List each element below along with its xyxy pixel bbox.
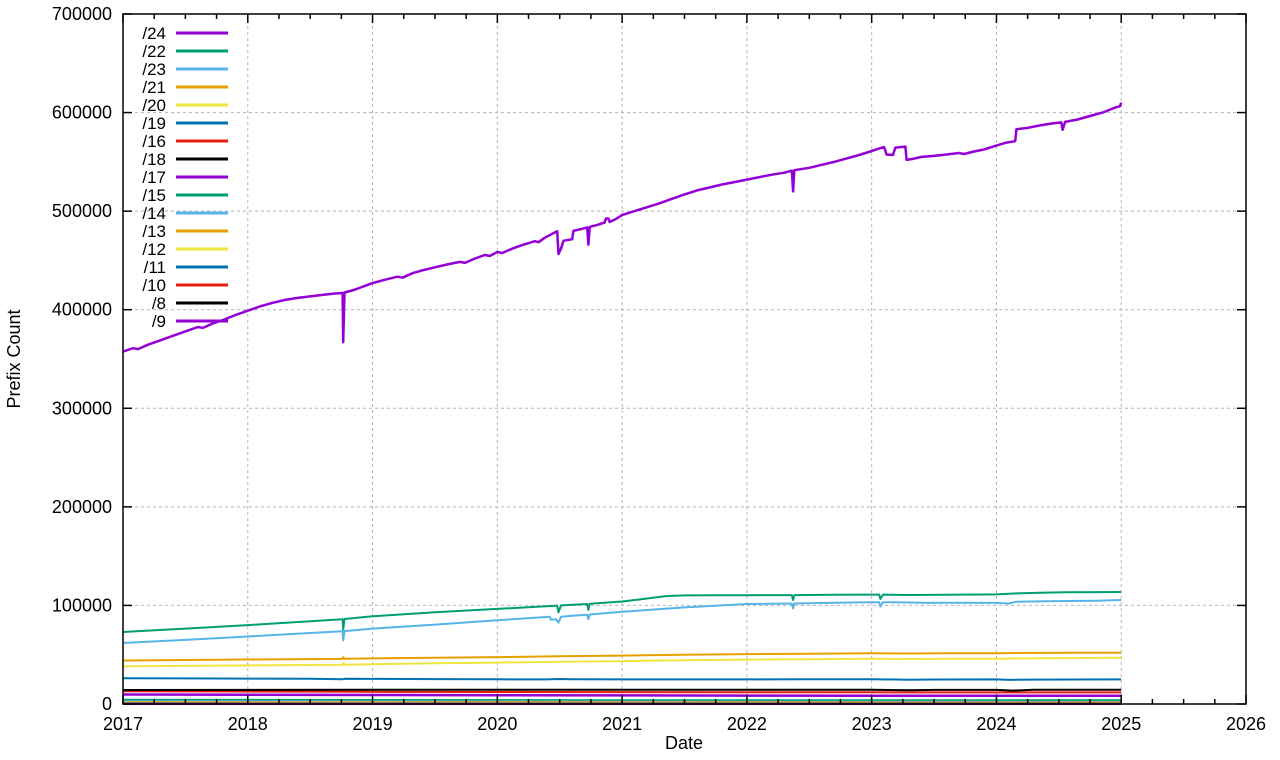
legend-label-slash9: /9	[152, 312, 166, 331]
legend-label-slash17: /17	[142, 168, 166, 187]
series-line-slash24	[122, 102, 1123, 353]
legend-label-slash14: /14	[142, 204, 166, 223]
legend-label-slash21: /21	[142, 78, 166, 97]
y-tick-label: 600000	[52, 103, 112, 123]
series-line-slash22	[122, 591, 1122, 633]
x-tick-label: 2024	[976, 714, 1016, 734]
series-line-slash18	[122, 688, 1122, 692]
y-tick-label: 400000	[52, 300, 112, 320]
legend-label-slash24: /24	[142, 24, 166, 43]
x-tick-label: 2021	[602, 714, 642, 734]
x-tick-label: 2026	[1226, 714, 1266, 734]
legend-label-slash11: /11	[144, 258, 166, 277]
series-line-slash16	[122, 690, 1122, 694]
x-tick-label: 2019	[353, 714, 393, 734]
y-axis-title: Prefix Count	[4, 309, 24, 408]
legend-label-slash8: /8	[152, 294, 166, 313]
legend-label-slash23: /23	[142, 60, 166, 79]
y-tick-label: 300000	[52, 398, 112, 418]
legend-label-slash15: /15	[142, 186, 166, 205]
plot-frame	[122, 13, 1247, 705]
y-tick-label: 0	[102, 694, 112, 714]
legend-label-slash20: /20	[142, 96, 166, 115]
legend-label-slash18: /18	[142, 150, 166, 169]
x-tick-label: 2017	[103, 714, 143, 734]
x-tick-label: 2018	[228, 714, 268, 734]
x-axis-title: Date	[665, 733, 703, 753]
legend-label-slash13: /13	[142, 222, 166, 241]
series-line-slash21	[122, 651, 1122, 662]
legend-label-slash19: /19	[142, 114, 166, 133]
legend-label-slash22: /22	[142, 42, 166, 61]
series-line-slash20	[122, 656, 1122, 668]
legend-label-slash12: /12	[142, 240, 166, 259]
tick-labels: 2017 2018 2019 2020 2021 2022 2023 2024 2025 2026…	[52, 4, 1266, 734]
x-tick-label: 2025	[1101, 714, 1141, 734]
series-line-slash23	[122, 599, 1122, 644]
x-tick-label: 2022	[727, 714, 767, 734]
legend-label-slash16: /16	[142, 132, 166, 151]
legend-label-slash10: /10	[142, 276, 166, 295]
y-tick-label: 200000	[52, 497, 112, 517]
x-tick-label: 2020	[477, 714, 517, 734]
y-tick-label: 500000	[52, 201, 112, 221]
series-line-slash19	[122, 677, 1122, 681]
y-tick-label: 100000	[52, 595, 112, 615]
y-tick-label: 700000	[52, 4, 112, 24]
x-tick-label: 2023	[852, 714, 892, 734]
legend: /24/22/23/21/20/19/16/18/17/15/14/13/12/…	[142, 24, 228, 331]
